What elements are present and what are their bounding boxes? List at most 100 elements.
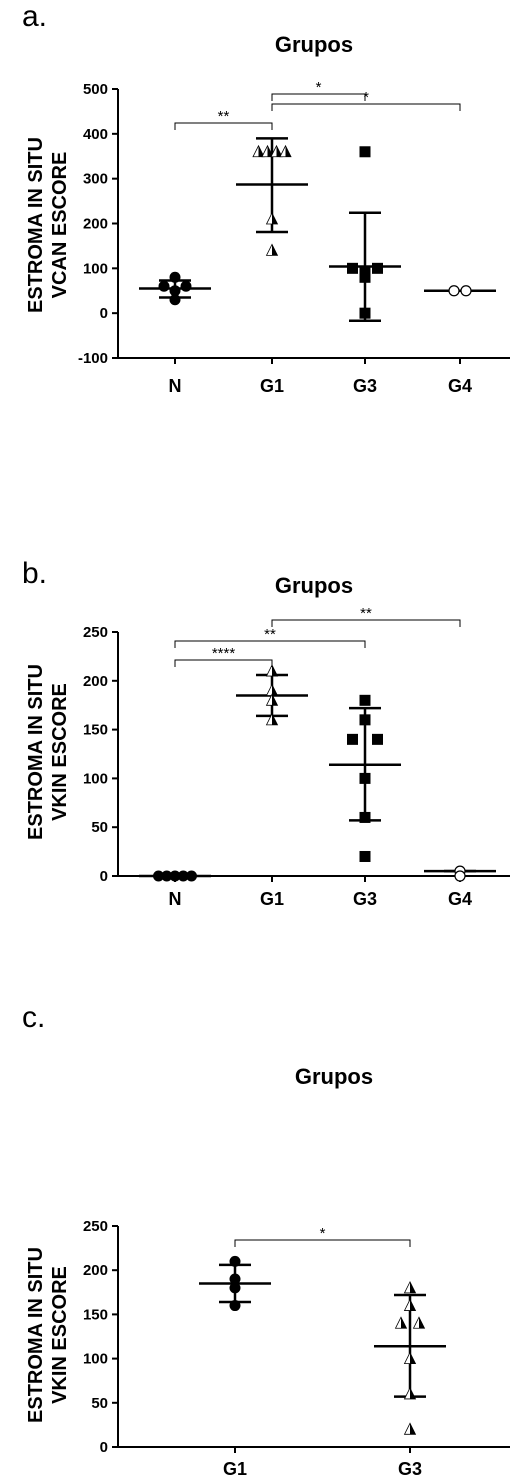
data-point-fill [272, 244, 278, 256]
data-point [448, 285, 460, 297]
y-tick-label: 250 [83, 624, 108, 641]
data-point [460, 285, 472, 297]
data-point [347, 262, 358, 274]
y-tick-label: 200 [83, 673, 108, 690]
significance-bracket [234, 1239, 411, 1247]
data-point-fill [272, 684, 278, 696]
data-point [265, 712, 279, 726]
y-axis-label-line-2: VKIN ESCORE [49, 683, 71, 821]
significance-label: **** [212, 645, 236, 662]
y-tick-label: 0 [100, 1439, 108, 1456]
data-point [265, 693, 279, 706]
x-tick-label-g4: G4 [448, 889, 472, 909]
x-tick-label-n: N [169, 889, 182, 909]
data-point [403, 1351, 417, 1364]
y-tick-label: 250 [83, 1218, 108, 1235]
data-point [394, 1316, 408, 1329]
data-point [270, 144, 283, 158]
data-point [372, 262, 383, 274]
data-point [261, 144, 274, 158]
data-point-fill [410, 1387, 416, 1399]
y-axis-label-line-1: ESTROMA IN SITU [25, 664, 47, 840]
data-point [169, 294, 181, 306]
data-point [252, 144, 265, 158]
y-tick-label: 500 [83, 81, 108, 98]
data-point [359, 850, 371, 862]
significance-bracket [271, 93, 366, 101]
y-tick-label: 200 [83, 1262, 108, 1279]
data-point-fill [285, 145, 291, 157]
y-tick-label: 100 [83, 260, 108, 277]
y-axis-label-line-1: ESTROMA IN SITU [25, 1247, 47, 1423]
data-point [359, 811, 371, 823]
x-tick-label-g3: G3 [398, 1459, 422, 1479]
data-point [359, 146, 371, 158]
y-tick-label: 50 [91, 1395, 108, 1412]
y-tick-label: 150 [83, 1306, 108, 1323]
data-point [347, 733, 358, 745]
data-point [265, 212, 279, 225]
chart-title: Grupos [295, 1064, 373, 1089]
significance-label: ** [264, 626, 276, 643]
x-tick-label-g3: G3 [353, 889, 377, 909]
significance-bracket [271, 103, 461, 111]
data-point [412, 1316, 426, 1329]
y-tick-label: 50 [91, 819, 108, 836]
data-point [403, 1422, 417, 1435]
y-axis-label-line-2: VKIN ESCORE [49, 1266, 71, 1404]
data-point [359, 694, 371, 706]
data-point [359, 714, 371, 726]
data-point-fill [419, 1317, 425, 1329]
data-point-fill [401, 1317, 407, 1329]
chart-title: Grupos [275, 32, 353, 57]
x-tick-label-n: N [169, 376, 182, 396]
chart-panel-1: a. Grupos ESTROMA IN SITU VCAN ESCORE -100 0 1… [22, 0, 510, 396]
x-tick-label-g1: G1 [260, 889, 284, 909]
panel-label: b. [22, 557, 47, 590]
data-point-fill [276, 145, 282, 157]
x-tick-label-g3: G3 [353, 376, 377, 396]
chart-title: Grupos [275, 573, 353, 598]
data-point [169, 870, 181, 882]
y-tick-label: 300 [83, 171, 108, 188]
panel-label: c. [22, 1001, 45, 1034]
data-point [229, 1300, 241, 1312]
data-point [372, 733, 383, 745]
significance-bracket [174, 122, 273, 130]
data-point [180, 280, 192, 292]
data-point [229, 1255, 241, 1267]
data-point-fill [410, 1299, 416, 1311]
data-point-fill [272, 713, 278, 725]
significance-label: ** [360, 605, 372, 622]
significance-bracket [271, 619, 461, 627]
y-tick-label: 100 [83, 1351, 108, 1368]
y-tick-label: 100 [83, 770, 108, 787]
y-tick-label: 200 [83, 216, 108, 233]
x-tick-label-g1: G1 [260, 376, 284, 396]
y-axis-label-line-1: ESTROMA IN SITU [25, 137, 47, 313]
data-point [153, 870, 164, 882]
significance-label: * [320, 1225, 326, 1242]
chart-panel-3: c. Grupos ESTROMA IN SITU VKIN ESCORE 0 50 100… [22, 1001, 510, 1479]
significance-label: * [316, 79, 322, 96]
data-point-fill [410, 1352, 416, 1364]
y-tick-label: 400 [83, 126, 108, 143]
significance-bracket [174, 640, 366, 648]
data-point-fill [272, 213, 278, 225]
data-point [359, 271, 371, 283]
y-tick-label: 0 [100, 868, 108, 885]
data-point [158, 280, 170, 292]
significance-label: ** [218, 108, 230, 125]
data-point [359, 772, 371, 784]
y-axis-label-line-2: VCAN ESCORE [49, 152, 71, 299]
data-point [161, 870, 173, 882]
x-tick-label-g1: G1 [223, 1459, 247, 1479]
data-point [169, 271, 181, 283]
data-point-fill [410, 1423, 416, 1435]
chart-panel-2: b. Grupos ESTROMA IN SITU VKIN ESCORE 0 50 100… [22, 557, 510, 909]
data-point [229, 1273, 241, 1285]
data-point [265, 664, 279, 677]
data-point-fill [272, 694, 278, 706]
significance-bracket [174, 659, 273, 667]
